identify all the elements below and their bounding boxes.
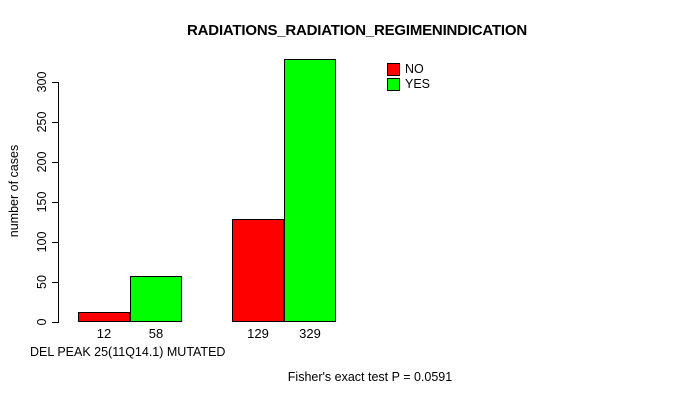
legend-row: YES bbox=[387, 78, 430, 91]
bar-yes-group1 bbox=[130, 276, 182, 322]
bar-value-label: 12 bbox=[96, 326, 112, 341]
x-axis-caption: DEL PEAK 25(11Q14.1) MUTATED bbox=[30, 345, 226, 359]
bar-no-group1 bbox=[78, 312, 130, 322]
fisher-test-note: Fisher's exact test P = 0.0591 bbox=[287, 370, 453, 384]
legend-swatch-yes bbox=[387, 78, 400, 91]
y-tick bbox=[52, 122, 58, 123]
bar-no-group2 bbox=[232, 219, 284, 322]
y-tick bbox=[52, 82, 58, 83]
y-tick-label: 0 bbox=[35, 318, 49, 326]
legend-label: NO bbox=[405, 62, 424, 76]
bar-value-label: 58 bbox=[148, 326, 164, 341]
y-tick-label: 100 bbox=[35, 231, 49, 253]
bar-value-label: 329 bbox=[299, 326, 321, 341]
y-tick bbox=[52, 322, 58, 323]
legend-swatch-no bbox=[387, 63, 400, 76]
chart-title: RADIATIONS_RADIATION_REGIMENINDICATION bbox=[187, 22, 527, 39]
y-tick-label: 150 bbox=[35, 191, 49, 213]
legend: NO YES bbox=[387, 63, 430, 93]
y-tick bbox=[52, 242, 58, 243]
legend-label: YES bbox=[405, 77, 431, 91]
y-tick bbox=[52, 202, 58, 203]
y-tick-label: 200 bbox=[35, 151, 49, 173]
y-axis-label: number of cases bbox=[7, 144, 21, 238]
bar-value-label: 129 bbox=[247, 326, 269, 341]
y-tick bbox=[52, 282, 58, 283]
y-axis-line bbox=[58, 82, 59, 323]
legend-row: NO bbox=[387, 63, 430, 76]
y-tick bbox=[52, 162, 58, 163]
y-tick-label: 50 bbox=[35, 275, 49, 289]
y-tick-label: 250 bbox=[35, 111, 49, 133]
bar-yes-group2 bbox=[284, 59, 336, 322]
y-tick-label: 300 bbox=[35, 71, 49, 93]
